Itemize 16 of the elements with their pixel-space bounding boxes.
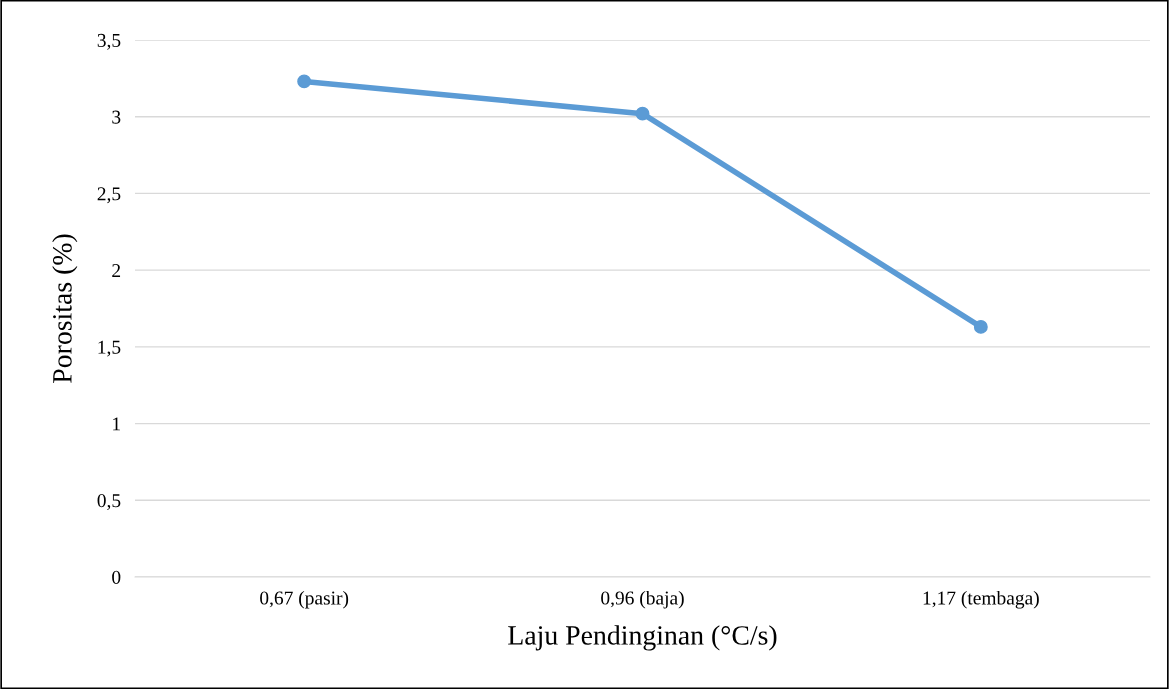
y-tick-label: 0,5 (97, 494, 121, 511)
y-tick-label: 1 (113, 417, 120, 431)
x-tick-label: 0,67 (pasir) (260, 590, 349, 609)
y-tick-label: 2,5 (97, 187, 121, 204)
y-tick-label: 3,5 (97, 33, 121, 50)
y-tick-label: 3 (112, 110, 121, 124)
y-tick-label: 1,5 (98, 340, 121, 357)
x-tick-label: 1,17 (tembaga) (923, 590, 1039, 609)
point (297, 74, 312, 89)
x-axis-title: Laju Pendinginan (°C/s) (508, 625, 777, 651)
point (973, 319, 988, 334)
y-axis-title: Porositas (%) (52, 234, 78, 383)
point (635, 106, 650, 121)
y-tick-label: 0 (112, 570, 121, 584)
y-tick-label: 2 (112, 264, 121, 277)
x-tick-label: 0,96 (baja) (601, 590, 684, 609)
